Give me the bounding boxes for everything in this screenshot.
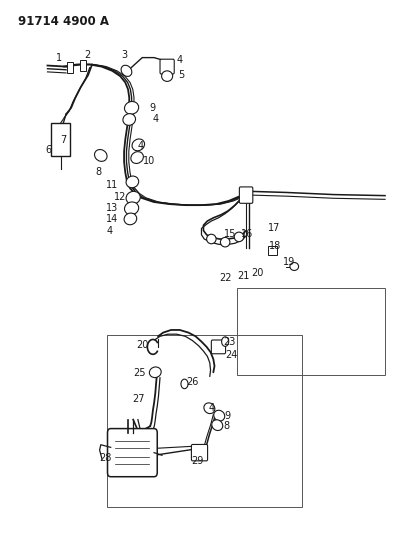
Ellipse shape [124, 101, 139, 114]
Ellipse shape [220, 237, 230, 247]
Circle shape [181, 379, 188, 389]
Text: 23: 23 [223, 337, 235, 346]
Text: 26: 26 [186, 377, 199, 387]
Ellipse shape [207, 234, 216, 244]
Text: 12: 12 [114, 192, 126, 201]
Ellipse shape [121, 65, 132, 76]
Text: 24: 24 [225, 350, 237, 360]
Text: 4: 4 [208, 403, 214, 413]
Bar [80, 60, 86, 71]
Ellipse shape [214, 410, 225, 421]
Text: 28: 28 [99, 453, 112, 463]
Text: 9: 9 [225, 410, 231, 421]
Ellipse shape [290, 263, 298, 270]
Text: 17: 17 [268, 223, 280, 233]
Text: 1: 1 [56, 53, 62, 62]
Ellipse shape [132, 139, 144, 151]
Text: 4: 4 [152, 115, 158, 125]
Ellipse shape [124, 213, 137, 225]
FancyBboxPatch shape [211, 340, 225, 354]
Ellipse shape [149, 367, 161, 377]
Circle shape [221, 337, 229, 346]
Text: 8: 8 [96, 167, 102, 177]
Text: 25: 25 [133, 368, 146, 378]
Bar [237, 288, 385, 375]
Text: 21: 21 [237, 271, 250, 281]
Ellipse shape [162, 71, 173, 82]
Text: 7: 7 [60, 134, 66, 144]
Ellipse shape [123, 114, 136, 125]
Ellipse shape [204, 403, 215, 414]
Text: 4: 4 [107, 225, 113, 236]
Text: 5: 5 [179, 70, 185, 80]
Ellipse shape [234, 232, 244, 241]
Text: 16: 16 [241, 229, 253, 239]
FancyBboxPatch shape [192, 445, 207, 461]
Text: 6: 6 [45, 145, 52, 155]
Text: 9: 9 [149, 103, 155, 113]
Ellipse shape [131, 152, 143, 164]
FancyBboxPatch shape [107, 429, 157, 477]
Text: 4: 4 [177, 55, 183, 65]
Text: 8: 8 [223, 421, 229, 431]
Text: 10: 10 [143, 156, 155, 166]
Text: 13: 13 [106, 203, 118, 213]
Text: 20: 20 [136, 340, 148, 350]
Text: 11: 11 [106, 180, 118, 190]
Ellipse shape [124, 202, 139, 215]
Ellipse shape [126, 191, 140, 204]
Bar [51, 123, 70, 156]
Bar [107, 335, 302, 507]
Ellipse shape [212, 420, 223, 431]
Text: 19: 19 [283, 257, 296, 267]
Text: 4: 4 [137, 141, 143, 151]
Text: 29: 29 [192, 456, 204, 466]
Text: 22: 22 [219, 273, 231, 283]
Bar [268, 246, 277, 255]
Text: 15: 15 [224, 229, 237, 239]
FancyBboxPatch shape [160, 59, 174, 74]
Text: 27: 27 [132, 394, 144, 403]
Text: 2: 2 [84, 50, 90, 60]
Bar [67, 62, 73, 73]
Text: 14: 14 [106, 214, 118, 224]
FancyBboxPatch shape [239, 187, 253, 203]
Ellipse shape [126, 176, 139, 188]
Ellipse shape [95, 150, 107, 161]
Text: 18: 18 [269, 241, 281, 252]
Text: 3: 3 [121, 50, 128, 60]
Text: 20: 20 [252, 268, 264, 278]
Text: 91714 4900 A: 91714 4900 A [18, 15, 109, 28]
